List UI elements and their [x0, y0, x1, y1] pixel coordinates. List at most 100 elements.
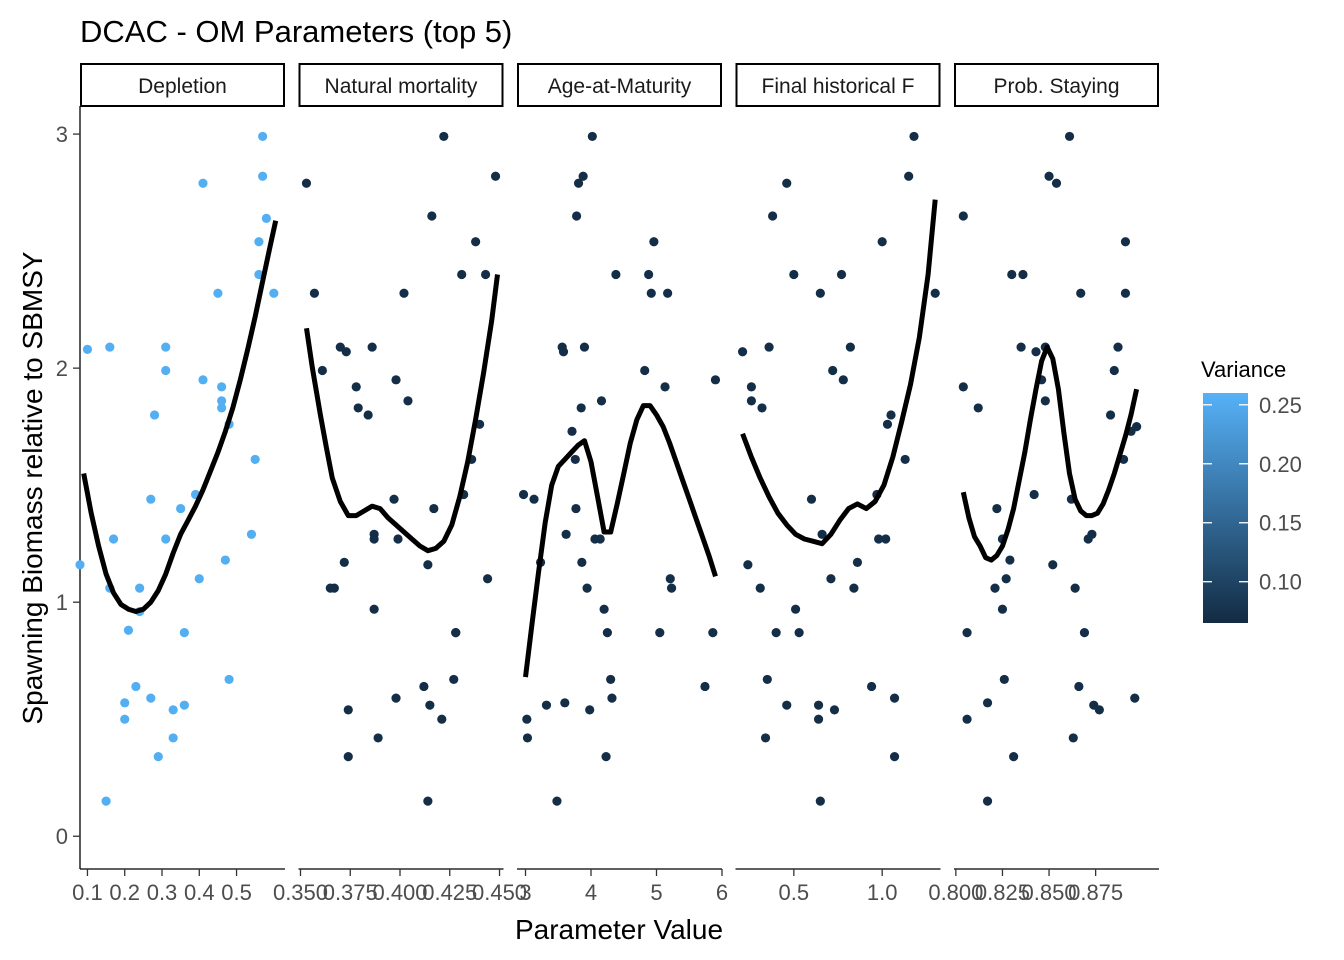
- data-point: [746, 382, 757, 392]
- data-point: [768, 211, 778, 221]
- facet-strip-label: Depletion: [138, 75, 227, 98]
- data-point: [427, 211, 437, 221]
- data-point: [666, 583, 677, 593]
- data-point: [389, 494, 399, 504]
- x-tick-label: 0.450: [472, 880, 527, 905]
- data-point: [482, 574, 493, 584]
- data-point: [789, 269, 799, 280]
- x-tick-label: 0.5: [779, 880, 810, 905]
- data-point: [341, 347, 351, 357]
- data-point: [419, 681, 429, 692]
- facet-strip: [517, 63, 722, 107]
- data-point: [399, 288, 409, 298]
- data-point: [882, 419, 893, 429]
- data-point: [146, 693, 156, 703]
- data-point: [764, 342, 774, 352]
- data-point: [423, 560, 433, 570]
- y-tick-label: 0: [56, 824, 68, 849]
- data-point: [120, 714, 130, 724]
- data-point: [866, 681, 877, 692]
- data-point: [760, 733, 771, 743]
- data-point: [518, 489, 529, 500]
- facet-panel: Depletion 0.1 0.2 0.3 0.4 0.5: [72, 63, 285, 905]
- data-point: [1007, 269, 1017, 280]
- data-point: [522, 714, 532, 724]
- data-point: [909, 131, 919, 142]
- x-tick-label: 6: [716, 880, 728, 905]
- data-point: [1070, 583, 1080, 593]
- data-point: [828, 365, 838, 376]
- facet-strip: [954, 63, 1159, 107]
- data-point: [254, 237, 264, 247]
- data-point: [457, 269, 467, 280]
- data-point: [889, 693, 900, 703]
- facet-strip-label: Prob. Staying: [993, 75, 1119, 98]
- data-point: [120, 698, 130, 708]
- x-axis-title: Parameter Value: [515, 914, 723, 945]
- data-point: [997, 604, 1008, 614]
- data-point: [611, 269, 621, 280]
- data-point: [329, 583, 339, 593]
- data-point: [437, 714, 447, 724]
- data-point: [213, 288, 223, 298]
- data-point: [587, 131, 597, 142]
- legend-colorbar: [1203, 393, 1248, 623]
- data-point: [992, 503, 1002, 514]
- data-point: [146, 494, 156, 504]
- data-point: [1029, 489, 1039, 500]
- data-point: [930, 288, 940, 298]
- data-point: [572, 211, 582, 221]
- data-point: [168, 705, 178, 715]
- data-point: [217, 382, 227, 392]
- data-point: [570, 454, 580, 465]
- data-point: [1120, 237, 1131, 247]
- data-point: [1094, 705, 1104, 715]
- data-point: [644, 269, 654, 280]
- x-tick-label: 0.2: [109, 880, 140, 905]
- data-point: [601, 752, 611, 762]
- facet-panel: Natural mortality 0.3500.3750.4000.4250.4…: [273, 63, 527, 905]
- facet-strip: [80, 63, 285, 107]
- data-point: [962, 628, 972, 638]
- data-point: [762, 674, 772, 685]
- data-point: [101, 796, 111, 806]
- data-point: [585, 705, 595, 715]
- data-point: [1087, 529, 1097, 539]
- data-point: [451, 628, 461, 638]
- data-point: [836, 269, 847, 280]
- data-point: [794, 628, 804, 638]
- x-tick-label: 0.825: [975, 880, 1030, 905]
- data-point: [646, 288, 656, 298]
- x-tick-label: 5: [650, 880, 662, 905]
- y-tick-label: 3: [56, 122, 68, 147]
- data-point: [579, 342, 590, 352]
- data-point: [655, 628, 665, 638]
- data-point: [852, 557, 863, 567]
- data-point: [817, 529, 827, 539]
- data-point: [640, 365, 650, 376]
- y-axis: 0 1 2 3: [56, 106, 81, 869]
- x-tick-label: 0.4: [184, 880, 215, 905]
- data-point: [845, 342, 855, 352]
- trend-line: [960, 344, 1140, 563]
- data-point: [179, 628, 189, 638]
- data-point: [790, 604, 801, 614]
- data-point: [425, 700, 435, 710]
- data-point: [353, 403, 363, 413]
- data-point: [258, 171, 268, 181]
- data-point: [367, 342, 377, 352]
- data-point: [1064, 131, 1075, 142]
- data-point: [746, 396, 757, 406]
- data-point: [599, 604, 609, 614]
- data-point: [1018, 269, 1028, 280]
- x-tick-label: 0.850: [1022, 880, 1077, 905]
- data-point: [561, 529, 571, 539]
- data-point: [806, 494, 817, 504]
- data-point: [220, 555, 230, 565]
- data-point: [1068, 733, 1078, 743]
- data-point: [663, 288, 673, 298]
- data-point: [429, 503, 439, 514]
- legend-tick-label: 0.10: [1259, 570, 1302, 595]
- data-point: [423, 796, 433, 806]
